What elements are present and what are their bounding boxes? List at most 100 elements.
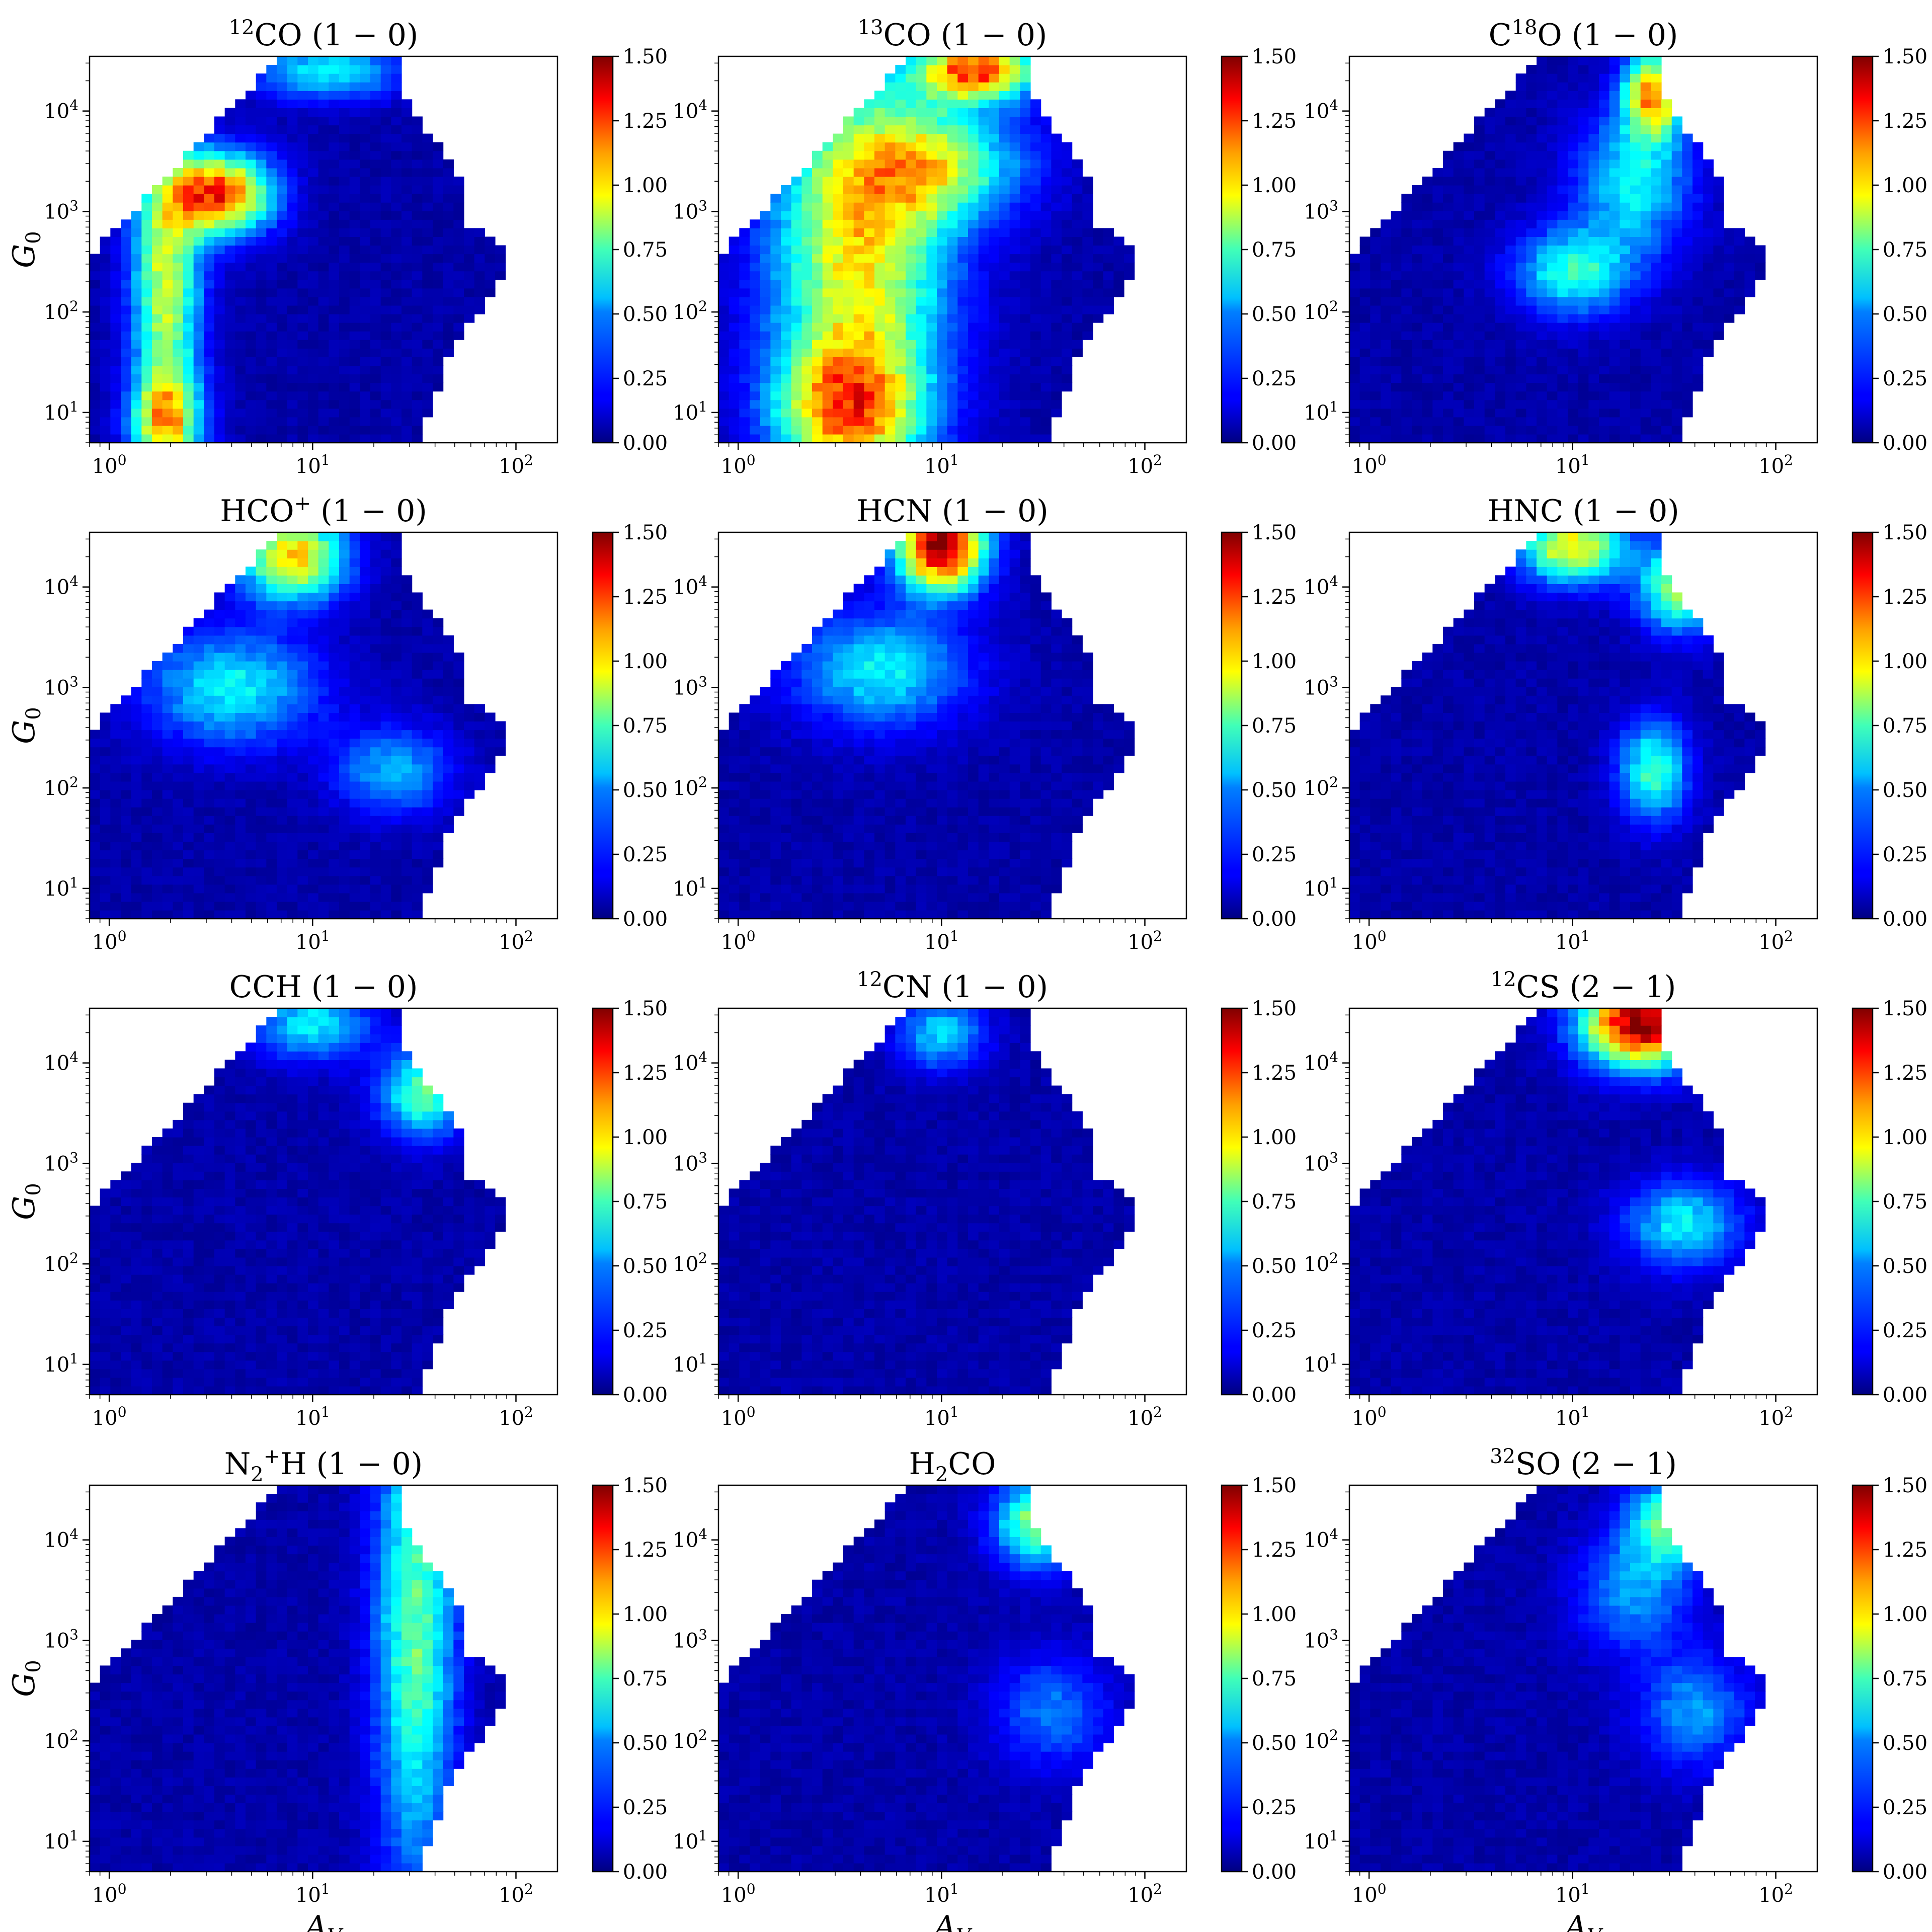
heatmap-cell <box>1672 314 1682 323</box>
heatmap-cell <box>1630 228 1641 237</box>
heatmap-cell <box>1557 236 1568 246</box>
heatmap-cell <box>1062 228 1072 237</box>
heatmap-cell <box>131 867 142 876</box>
heatmap-cell <box>1588 383 1599 392</box>
heatmap-cell <box>163 910 173 919</box>
heatmap-cell <box>339 764 350 773</box>
heatmap-cell <box>1713 271 1724 280</box>
heatmap-cell <box>895 331 906 340</box>
heatmap-cell <box>100 314 111 323</box>
heatmap-cell <box>1454 400 1464 409</box>
heatmap-cell <box>1641 348 1651 357</box>
heatmap-cell <box>999 374 1010 383</box>
heatmap-cell <box>339 108 350 117</box>
heatmap-cell <box>1651 202 1661 211</box>
heatmap-cell <box>1620 434 1630 443</box>
heatmap-cell <box>318 391 329 400</box>
heatmap-cell <box>204 426 214 435</box>
heatmap-cell <box>110 305 121 314</box>
heatmap-cell <box>1537 134 1547 143</box>
heatmap-cell <box>854 271 864 280</box>
heatmap-cell <box>1609 288 1620 297</box>
heatmap-cell <box>1051 271 1062 280</box>
heatmap-cell <box>791 228 802 237</box>
heatmap-cell <box>812 391 823 400</box>
heatmap-cell <box>214 194 225 203</box>
heatmap-cell <box>1537 365 1547 374</box>
heatmap-cell <box>214 314 225 323</box>
heatmap-cell <box>1526 434 1537 443</box>
heatmap-cell <box>485 280 495 289</box>
heatmap-cell <box>433 314 443 323</box>
heatmap-cell <box>1713 331 1724 340</box>
heatmap-cell <box>885 245 896 254</box>
heatmap-cell <box>1041 297 1052 306</box>
heatmap-cell <box>1661 254 1672 263</box>
heatmap-cell <box>256 245 267 254</box>
heatmap-cell <box>1568 314 1578 323</box>
heatmap-cell <box>256 254 267 263</box>
heatmap-cell <box>957 219 968 228</box>
heatmap-cell <box>854 108 864 117</box>
heatmap-cell <box>433 850 443 859</box>
heatmap-cell <box>1391 348 1402 357</box>
heatmap-cell <box>350 816 360 825</box>
heatmap-cell <box>791 314 802 323</box>
heatmap-cell <box>1672 340 1682 349</box>
heatmap-cell <box>916 254 927 263</box>
heatmap-cell <box>1609 391 1620 400</box>
heatmap-cell <box>131 859 142 868</box>
heatmap-cell <box>318 790 329 799</box>
heatmap-cell <box>1588 65 1599 74</box>
heatmap-cell <box>1454 409 1464 418</box>
heatmap-cell <box>131 781 142 790</box>
heatmap-cell <box>979 125 989 134</box>
heatmap-cell <box>1672 116 1682 125</box>
heatmap-cell <box>1713 245 1724 254</box>
heatmap-cell <box>968 340 979 349</box>
heatmap-cell <box>1082 202 1093 211</box>
heatmap-cell <box>1051 194 1062 203</box>
heatmap-cell <box>235 426 246 435</box>
heatmap-cell <box>204 850 214 859</box>
heatmap-cell <box>1030 331 1041 340</box>
heatmap-cell <box>360 99 370 108</box>
heatmap-cell <box>843 185 854 194</box>
heatmap-cell <box>739 314 750 323</box>
heatmap-cell <box>739 271 750 280</box>
heatmap-cell <box>266 426 277 435</box>
heatmap-cell <box>163 893 173 902</box>
heatmap-cell <box>401 426 412 435</box>
heatmap-cell <box>937 202 947 211</box>
heatmap-cell <box>864 305 874 314</box>
heatmap-cell <box>770 426 781 435</box>
heatmap-cell <box>885 134 896 143</box>
heatmap-cell <box>1432 185 1443 194</box>
heatmap-cell <box>401 824 412 833</box>
heatmap-cell <box>926 91 937 100</box>
heatmap-cell <box>214 125 225 134</box>
heatmap-cell <box>1010 177 1020 186</box>
heatmap-cell <box>412 391 423 400</box>
heatmap-cell <box>90 280 100 289</box>
heatmap-cell <box>194 910 204 919</box>
heatmap-cell <box>1557 383 1568 392</box>
heatmap-cell <box>381 82 391 91</box>
heatmap-cell <box>350 833 360 842</box>
heatmap-cell <box>1641 134 1651 143</box>
heatmap-cell <box>874 391 885 400</box>
heatmap-cell <box>339 747 350 756</box>
heatmap-cell <box>173 859 183 868</box>
heatmap-cell <box>1370 280 1381 289</box>
heatmap-cell <box>823 202 833 211</box>
heatmap-cell <box>1495 211 1505 220</box>
heatmap-cell <box>131 816 142 825</box>
heatmap-cell <box>1370 409 1381 418</box>
heatmap-cell <box>885 331 896 340</box>
heatmap-cell <box>370 314 381 323</box>
heatmap-cell <box>926 288 937 297</box>
heatmap-cell <box>791 194 802 203</box>
heatmap-cell <box>1051 219 1062 228</box>
heatmap-cell <box>391 876 401 885</box>
heatmap-cell <box>1547 177 1558 186</box>
